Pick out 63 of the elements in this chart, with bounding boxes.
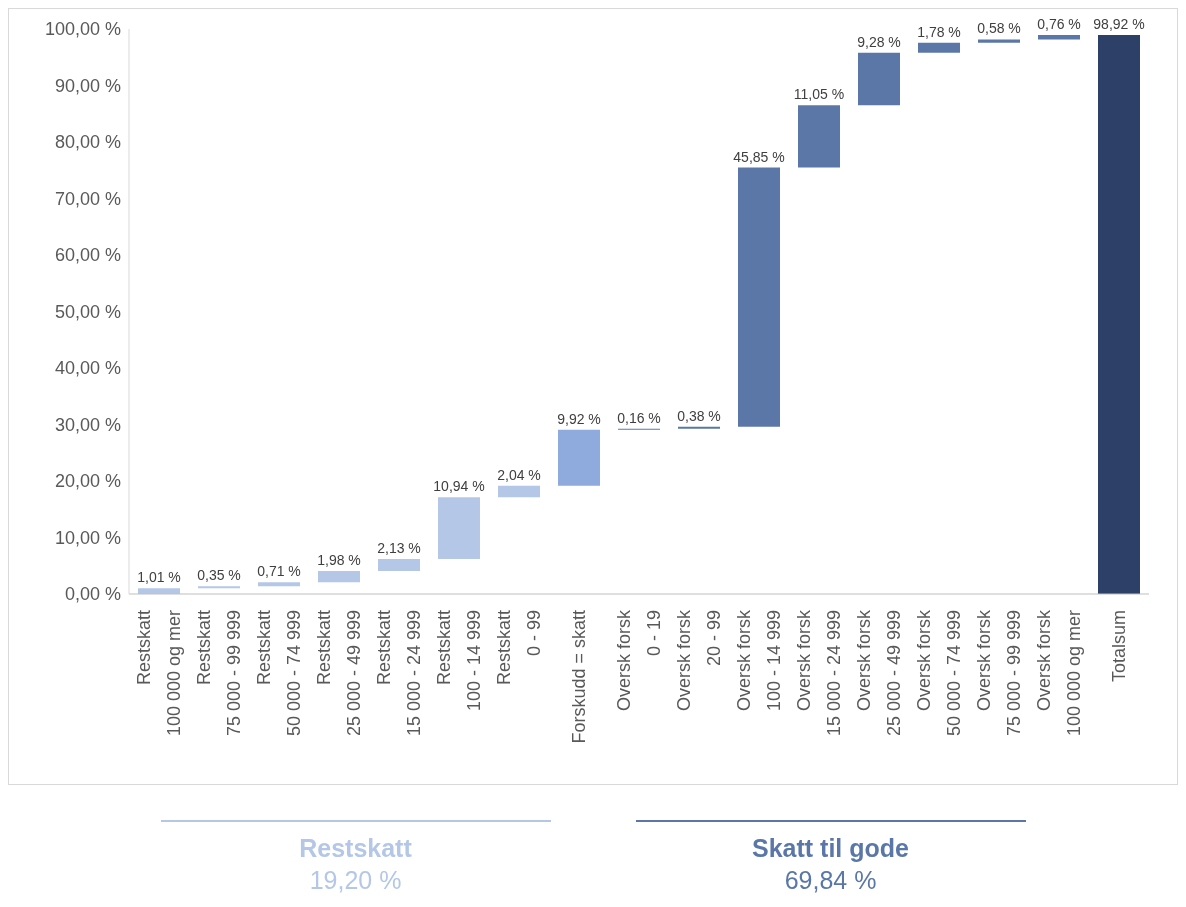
bar: [558, 429, 600, 486]
bar: [318, 571, 360, 583]
y-tick-label: 60,00 %: [54, 245, 121, 266]
data-label: 1,78 %: [917, 23, 961, 40]
x-tick-label: Totalsum: [1109, 610, 1129, 683]
text: Restskatt: [298, 833, 413, 864]
x-tick-label: Oversk forsk 75 000 - 99 999: [974, 609, 1024, 737]
data-label: 2,04 %: [497, 466, 541, 483]
x-tick-label: Restskatt 15 000 - 24 999: [374, 610, 424, 737]
x-tick-label: Restskatt 100 - 14 999: [434, 610, 484, 712]
bar: [678, 426, 720, 429]
x-tick-label: Oversk forsk 100 000 og mer: [1034, 609, 1084, 737]
y-tick-label: 0,00 %: [64, 584, 121, 605]
y-tick-label: 100,00 %: [44, 19, 121, 40]
y-tick-label: 50,00 %: [54, 301, 121, 322]
data-label: 0,38 %: [677, 407, 721, 424]
y-tick-label: 40,00 %: [54, 358, 121, 379]
data-label: 2,13 %: [377, 540, 421, 557]
x-tick-label: Oversk forsk 100 - 14 999: [734, 609, 784, 712]
x-tick-label: Restskatt 50 000 - 74 999: [254, 610, 304, 737]
bar: [858, 52, 900, 106]
y-tick-label: 30,00 %: [54, 414, 121, 435]
y-tick-label: 10,00 %: [54, 527, 121, 548]
data-label: 98,92 %: [1093, 16, 1145, 33]
x-tick-label: Restskatt 0 - 99: [494, 610, 544, 686]
y-tick-label: 80,00 %: [54, 132, 121, 153]
bar: [978, 39, 1020, 43]
text: 19,20 %: [308, 865, 403, 896]
data-label: 1,01 %: [137, 569, 181, 586]
bar: [438, 497, 480, 560]
text: 69,84 %: [783, 865, 878, 896]
data-label: 0,35 %: [197, 567, 241, 584]
bar: [798, 105, 840, 168]
bar: [498, 485, 540, 498]
x-tick-label: Restskatt 25 000 - 49 999: [314, 610, 364, 737]
x-tick-label: Oversk forsk 25 000 - 49 999: [854, 609, 904, 737]
bar: [738, 167, 780, 427]
bar: [1098, 35, 1140, 594]
data-label: 9,28 %: [857, 33, 901, 50]
text: Skatt til gode: [751, 833, 910, 864]
y-tick-label: 70,00 %: [54, 188, 121, 209]
y-tick-label: 90,00 %: [54, 75, 121, 96]
data-label: 0,16 %: [617, 409, 661, 426]
bar: [378, 559, 420, 572]
data-label: 0,58 %: [977, 20, 1021, 37]
x-tick-label: Oversk forsk 15 000 - 24 999: [794, 609, 844, 737]
data-label: 1,98 %: [317, 552, 361, 569]
y-tick-label: 20,00 %: [54, 471, 121, 492]
data-label: 45,85 %: [733, 148, 785, 165]
data-label: 0,76 %: [1037, 16, 1081, 33]
bar: [1038, 35, 1080, 40]
x-tick-label: Oversk forsk 50 000 - 74 999: [914, 609, 964, 737]
x-tick-label: Restskatt 75 000 - 99 999: [194, 610, 244, 737]
bar: [258, 582, 300, 587]
data-label: 11,05 %: [793, 86, 845, 103]
x-tick-label: Oversk forsk 0 - 19: [614, 609, 664, 712]
data-label: 10,94 %: [433, 478, 485, 495]
x-tick-label: Oversk forsk 20 - 99: [674, 609, 724, 712]
x-tick-label: Restskatt 100 000 og mer: [134, 610, 184, 737]
data-label: 9,92 %: [557, 410, 601, 427]
bar: [918, 42, 960, 53]
x-tick-label: Forskudd = skatt: [569, 610, 589, 744]
data-label: 0,71 %: [257, 563, 301, 580]
